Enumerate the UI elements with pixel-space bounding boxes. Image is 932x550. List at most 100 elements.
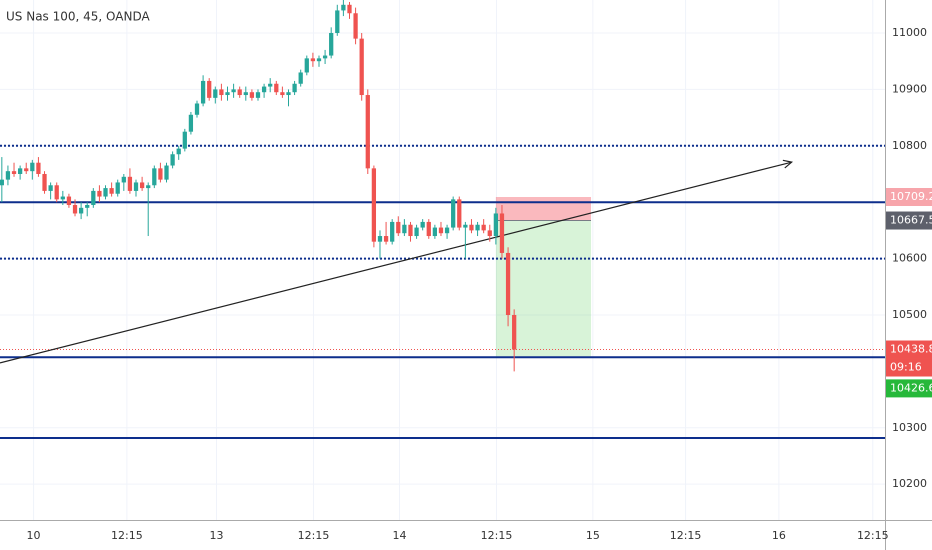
candle-body (261, 86, 267, 93)
candle-body (60, 196, 65, 200)
last-price-label-bg (886, 340, 932, 359)
target-price-label: 10426.6 (890, 381, 932, 394)
candle-body (255, 92, 261, 98)
candle-body (505, 252, 511, 315)
candle-body (11, 171, 17, 174)
candle-body (78, 207, 84, 214)
candle-body (24, 168, 29, 172)
candle-body (499, 213, 505, 253)
x-tick-label: 12:15 (670, 529, 702, 542)
candle-body (146, 185, 151, 189)
candle-body (487, 230, 492, 237)
countdown-label-bg (886, 358, 932, 377)
candle-body (335, 10, 340, 33)
candle-body (152, 168, 157, 186)
candle-body (426, 221, 431, 237)
candle-body (438, 227, 444, 234)
candle-body (322, 55, 328, 59)
candle-body (377, 236, 383, 242)
candle-body (139, 182, 145, 189)
x-tick-label: 14 (393, 529, 407, 542)
candle-body (329, 32, 334, 56)
candle-body (249, 92, 255, 98)
candle-body (109, 188, 114, 194)
candle-body (353, 13, 358, 39)
candle-body (481, 224, 486, 231)
entry-price-label-bg (886, 211, 932, 230)
y-tick-label: 11000 (892, 26, 927, 39)
candle-body (444, 227, 450, 234)
y-tick-label: 10900 (892, 82, 927, 95)
candle-body (359, 38, 364, 96)
candle-body (383, 236, 389, 242)
candle-body (225, 92, 230, 96)
target-zone (495, 220, 592, 357)
candle-body (231, 89, 236, 93)
candle-body (188, 114, 194, 132)
x-tick-label: 12:15 (111, 529, 143, 542)
candle-body (115, 182, 120, 194)
stop-price-label: 10709.2 (890, 190, 932, 203)
candle-body (48, 185, 53, 191)
candle-body (72, 205, 78, 214)
candle-body (42, 173, 47, 191)
candle-body (133, 182, 139, 191)
candle-body (420, 221, 425, 228)
x-tick-label: 13 (210, 529, 224, 542)
candle-body (512, 314, 517, 350)
candle-body (371, 168, 377, 242)
candle-body (5, 171, 11, 180)
candle-body (463, 224, 468, 228)
candle-body (164, 165, 169, 180)
x-tick-label: 10 (27, 529, 41, 542)
entry-price-label: 10667.5 (890, 214, 932, 227)
candle-body (85, 205, 90, 208)
candle-body (97, 190, 102, 197)
y-tick-label: 10800 (892, 139, 927, 152)
candle-body (30, 162, 35, 172)
candle-body (103, 188, 108, 197)
x-tick-label: 12:15 (481, 529, 513, 542)
candle-body (237, 89, 242, 96)
last-price-label: 10438.8 (890, 343, 932, 356)
x-tick-label: 15 (586, 529, 600, 542)
candle-body (66, 196, 72, 206)
candle-body (219, 89, 224, 96)
candle-body (54, 185, 59, 200)
candle-body (414, 227, 419, 237)
candle-body (396, 221, 401, 234)
candle-body (280, 92, 285, 96)
y-tick-label: 10600 (892, 252, 927, 265)
y-tick-label: 10500 (892, 308, 927, 321)
trend-arrow (782, 159, 794, 169)
candle-body (310, 58, 316, 62)
candle-body (469, 224, 474, 231)
stop-price-label-bg (886, 188, 932, 207)
candle-body (207, 80, 212, 98)
x-tick-label: 12:15 (857, 529, 889, 542)
candle-body (390, 221, 395, 242)
chart-title: US Nas 100, 45, OANDA (6, 10, 150, 24)
candle-body (408, 224, 413, 237)
candle-body (158, 168, 163, 180)
candle-body (457, 199, 462, 228)
candle-body (341, 4, 346, 11)
x-tick-label: 16 (772, 529, 786, 542)
target-price-label-bg (886, 379, 932, 398)
candle-body (475, 224, 480, 231)
candle-body (493, 213, 499, 237)
x-tick-label: 12:15 (298, 529, 330, 542)
candle-body (176, 148, 181, 155)
candle-body (243, 92, 248, 96)
candle-body (200, 80, 206, 104)
candle-body (121, 176, 126, 183)
candle-body (17, 168, 23, 174)
candle-body (432, 227, 438, 237)
candle-body (365, 95, 370, 169)
candle-body (316, 58, 322, 62)
candle-body (268, 83, 273, 87)
candle-body (274, 83, 279, 93)
candle-body (91, 190, 96, 206)
candle-body (36, 162, 41, 174)
